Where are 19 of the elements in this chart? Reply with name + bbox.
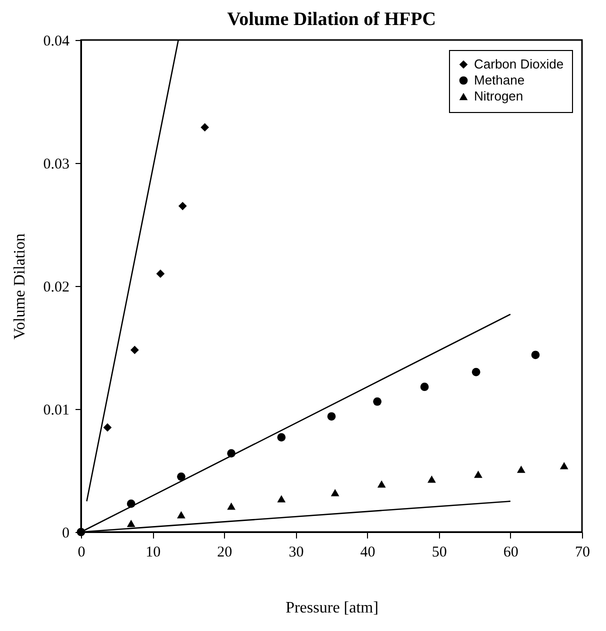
x-tick-label: 40: [360, 544, 376, 560]
y-tick-label: 0.04: [43, 34, 70, 50]
x-tick-label: 30: [288, 544, 304, 560]
y-axis-title: Volume Dilation: [11, 234, 28, 340]
y-tick-label: 0.03: [43, 156, 70, 172]
x-axis-title: Pressure [atm]: [286, 600, 378, 616]
legend-label: Methane: [474, 72, 525, 88]
y-tick-label: 0.01: [43, 402, 70, 418]
x-tick-label: 60: [503, 544, 518, 560]
x-tick-label: 50: [432, 544, 447, 560]
x-tick-label: 0: [78, 544, 86, 560]
y-tick-label: 0: [62, 526, 70, 542]
chart-title: Volume Dilation of HFPC: [227, 9, 436, 30]
x-tick-label: 70: [575, 544, 590, 560]
legend-label: Carbon Dioxide: [474, 56, 564, 72]
x-tick-label: 20: [217, 544, 232, 560]
y-tick-label: 0.02: [43, 280, 70, 296]
legend-label: Nitrogen: [474, 88, 524, 104]
x-tick-label: 10: [146, 544, 161, 560]
